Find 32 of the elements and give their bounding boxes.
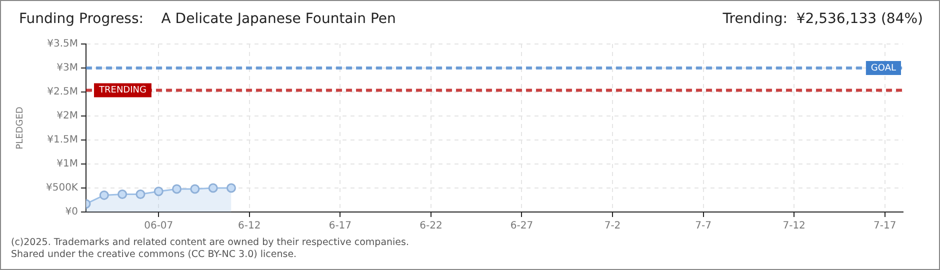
x-tick-label: 7-2	[604, 220, 621, 232]
y-axis-title: PLEDGED	[16, 106, 26, 150]
point	[190, 184, 200, 194]
ref-line-label: TRENDING	[98, 86, 146, 96]
x-tick-label: 6-12	[238, 220, 261, 232]
text: Shared under the creative commons (CC BY-NC 3.0) license.	[11, 249, 298, 261]
y-tick-label: ¥3M	[56, 62, 78, 74]
x-tick-label: 7-17	[873, 220, 896, 232]
x-tick-label: 7-12	[782, 220, 806, 232]
ref-line-label: GOAL	[870, 63, 896, 74]
chart-title: Funding Progress: A Delicate Japanese Fountain Pen	[19, 11, 396, 27]
point	[154, 186, 164, 196]
point	[208, 183, 218, 193]
x-tick-label: 6-22	[420, 220, 442, 232]
y-tick-label: ¥1.5M	[47, 134, 78, 146]
y-tick-label: ¥500K	[46, 182, 78, 194]
point	[226, 183, 236, 193]
point	[118, 189, 128, 199]
y-tick-label: ¥3.5M	[47, 38, 78, 50]
chart-subtitle: Trending: ¥2,536,133 (84%)	[722, 11, 923, 27]
y-tick-label: ¥2.5M	[47, 86, 78, 98]
point	[99, 190, 109, 200]
x-tick-label: 6-17	[328, 220, 352, 232]
y-tick-label: ¥0	[65, 206, 78, 218]
text: (c)2025. Trademarks and related content are owned by their respective companies.	[11, 237, 409, 249]
point	[172, 184, 182, 194]
x-tick-label: 6-27	[510, 220, 534, 232]
y-tick-label: ¥1M	[56, 158, 78, 170]
x-tick-label: 06-07	[144, 220, 174, 232]
point	[136, 189, 146, 199]
x-tick-label: 7-7	[695, 220, 712, 232]
y-tick-label: ¥2M	[56, 110, 78, 122]
